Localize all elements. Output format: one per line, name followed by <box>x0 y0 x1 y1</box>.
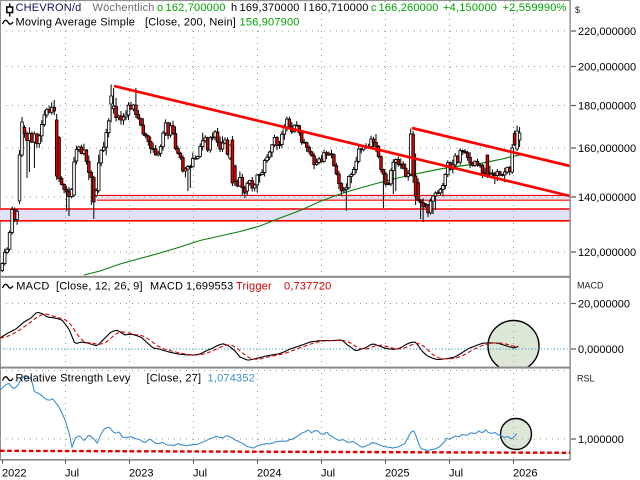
svg-text:+4,150000: +4,150000 <box>443 2 497 14</box>
svg-text:+2,559990%: +2,559990% <box>503 2 567 14</box>
svg-text:1,699553: 1,699553 <box>186 281 233 293</box>
svg-text:156,907900: 156,907900 <box>240 17 300 29</box>
svg-text:1,000000: 1,000000 <box>578 434 624 446</box>
svg-text:0,000000: 0,000000 <box>578 344 624 356</box>
svg-text:2024: 2024 <box>257 468 281 480</box>
svg-text:120,000000: 120,000000 <box>578 247 636 259</box>
svg-text:[Close, 27]: [Close, 27] <box>147 373 202 385</box>
svg-text:l: l <box>304 2 307 14</box>
svg-text:200,000000: 200,000000 <box>578 62 636 74</box>
svg-text:MACD: MACD <box>150 281 183 293</box>
svg-text:Wöchentlich: Wöchentlich <box>93 2 155 14</box>
svg-text:MACD: MACD <box>577 281 604 291</box>
svg-text:166,260000: 166,260000 <box>379 2 439 14</box>
svg-text:2026: 2026 <box>513 468 537 480</box>
svg-text:169,370000: 169,370000 <box>240 2 300 14</box>
svg-text:220,000000: 220,000000 <box>578 26 636 38</box>
svg-text:Relative Strength Levy: Relative Strength Levy <box>16 373 131 385</box>
svg-text:180,000000: 180,000000 <box>578 101 636 113</box>
svg-text:Jul: Jul <box>449 468 463 480</box>
svg-text:2022: 2022 <box>2 468 26 480</box>
svg-text:160,710000: 160,710000 <box>309 2 369 14</box>
svg-text:Trigger: Trigger <box>236 281 272 293</box>
svg-text:162,700000: 162,700000 <box>166 2 226 14</box>
svg-text:Jul: Jul <box>321 468 335 480</box>
svg-text:160,000000: 160,000000 <box>578 143 636 155</box>
svg-text:1,074352: 1,074352 <box>208 373 255 385</box>
svg-text:2023: 2023 <box>129 468 153 480</box>
svg-text:0,737720: 0,737720 <box>284 281 331 293</box>
svg-text:Moving Average Simple: Moving Average Simple <box>16 17 136 29</box>
svg-text:20,000000: 20,000000 <box>578 299 630 311</box>
svg-text:2025: 2025 <box>385 468 409 480</box>
svg-text:[Close, 12, 26, 9]: [Close, 12, 26, 9] <box>56 281 143 293</box>
svg-text:MACD: MACD <box>16 281 49 293</box>
svg-text:RSL: RSL <box>577 374 595 384</box>
svg-text:[Close, 200, Nein]: [Close, 200, Nein] <box>145 17 236 29</box>
svg-text:Jul: Jul <box>193 468 207 480</box>
svg-text:$: $ <box>575 5 580 15</box>
svg-text:h: h <box>231 2 237 14</box>
svg-text:140,000000: 140,000000 <box>578 192 636 204</box>
svg-text:Jul: Jul <box>65 468 79 480</box>
svg-text:o: o <box>157 2 163 14</box>
svg-text:c: c <box>371 2 377 14</box>
svg-text:CHEVRON/d: CHEVRON/d <box>16 2 82 14</box>
